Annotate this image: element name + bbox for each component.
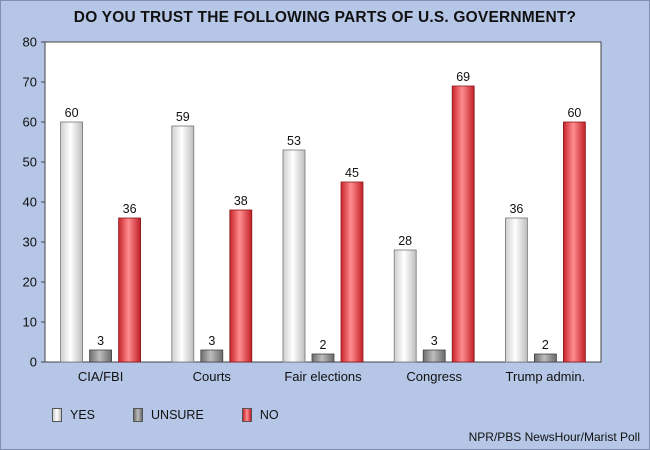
bar-no: [563, 121, 586, 363]
bar-yes: [393, 249, 417, 363]
legend-label-yes: YES: [70, 408, 96, 422]
bar-yes: [282, 149, 306, 363]
bar-no: [229, 209, 253, 363]
data-label: 28: [398, 234, 412, 248]
data-label: 2: [542, 338, 549, 352]
legend-swatch-no: [241, 408, 252, 422]
chart-title: DO YOU TRUST THE FOLLOWING PARTS OF U.S.…: [73, 9, 577, 26]
y-tick-label: 30: [23, 235, 37, 250]
y-tick-label: 0: [30, 355, 37, 370]
y-tick-label: 80: [23, 35, 37, 50]
source-note: NPR/PBS NewsHour/Marist Poll: [468, 430, 640, 444]
bar-yes: [60, 121, 83, 363]
bar-no: [118, 217, 141, 363]
y-tick-label: 50: [23, 155, 37, 170]
legend-swatch-unsure: [133, 408, 144, 422]
x-tick-label: Trump admin.: [506, 369, 586, 384]
data-label: 53: [287, 134, 301, 148]
data-label: 60: [65, 106, 79, 120]
x-tick-label: Courts: [193, 369, 232, 384]
data-label: 36: [509, 202, 523, 216]
data-label: 38: [234, 194, 248, 208]
bar-yes: [504, 217, 528, 363]
legend-item-unsure: UNSURE: [133, 408, 204, 422]
data-label: 69: [456, 70, 470, 84]
bar-unsure: [534, 353, 557, 363]
y-tick-label: 40: [23, 195, 37, 210]
legend-item-yes: YES: [52, 408, 95, 422]
y-tick-label: 70: [23, 75, 37, 90]
bar-no: [451, 85, 475, 363]
legend-label-no: NO: [259, 408, 279, 422]
y-tick-label: 10: [23, 315, 37, 330]
data-label: 59: [176, 110, 190, 124]
data-label: 2: [320, 338, 327, 352]
data-label: 60: [567, 106, 581, 120]
legend-label-unsure: UNSURE: [151, 408, 204, 422]
data-label: 36: [123, 202, 137, 216]
data-label: 3: [97, 334, 104, 348]
data-label: 45: [345, 166, 359, 180]
x-tick-label: CIA/FBI: [78, 369, 124, 384]
x-tick-label: Congress: [406, 369, 462, 384]
legend-item-no: NO: [241, 408, 279, 422]
bar-no: [340, 181, 364, 363]
x-tick-label: Fair elections: [284, 369, 362, 384]
y-tick-label: 20: [23, 275, 37, 290]
bar-unsure: [89, 349, 112, 363]
legend: YES UNSURE NO: [52, 408, 317, 422]
y-tick-label: 60: [23, 115, 37, 130]
bar-yes: [171, 125, 195, 363]
bar-unsure: [311, 353, 335, 363]
bar-unsure: [422, 349, 446, 363]
data-label: 3: [208, 334, 215, 348]
data-label: 3: [431, 334, 438, 348]
legend-swatch-yes: [52, 408, 62, 422]
bar-unsure: [200, 349, 224, 363]
